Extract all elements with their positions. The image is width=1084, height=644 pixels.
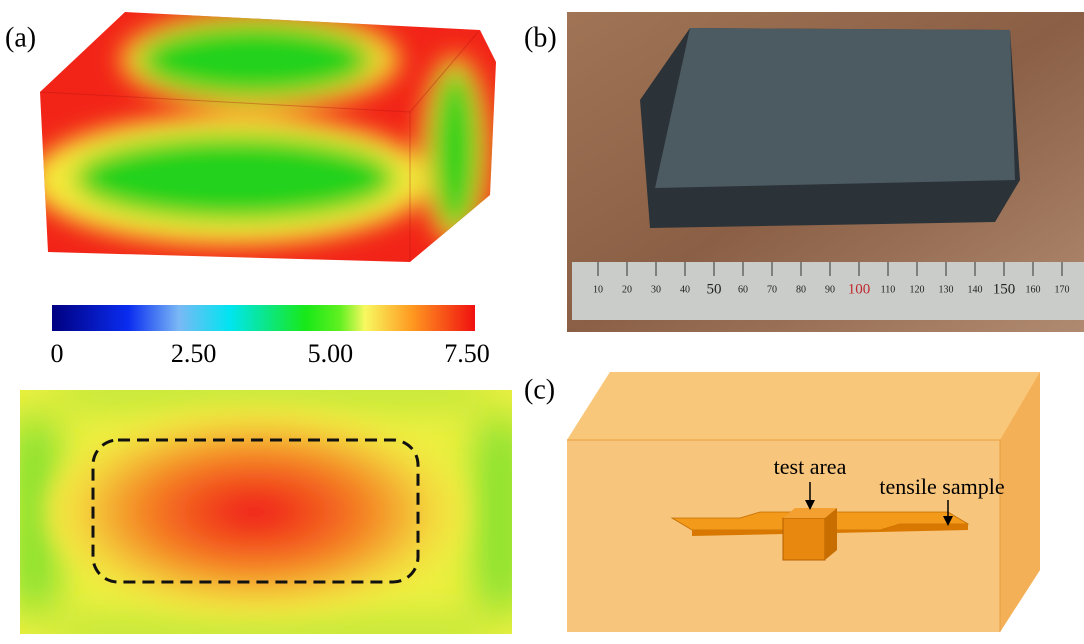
colorbar-tick-label: 5.00 xyxy=(308,339,354,368)
ruler-label: 50 xyxy=(707,281,722,297)
strain-block xyxy=(30,5,510,270)
annotation: test area xyxy=(774,454,847,479)
ruler-label: 90 xyxy=(825,284,835,295)
ruler-label: 20 xyxy=(622,284,632,295)
ruler-label: 170 xyxy=(1055,284,1070,295)
ruler-label: 60 xyxy=(738,284,748,295)
model-box xyxy=(567,372,1040,632)
ruler-label: 150 xyxy=(993,281,1016,297)
ruler-label: 80 xyxy=(796,284,806,295)
colorbar-tick-label: 0 xyxy=(51,339,64,368)
ruler-label: 140 xyxy=(968,284,983,295)
colorbar-tick-label: 7.50 xyxy=(444,339,490,368)
strain-map xyxy=(20,380,515,644)
ruler-label: 70 xyxy=(767,284,777,295)
ruler-label: 30 xyxy=(651,284,661,295)
panel-label: (b) xyxy=(524,22,557,53)
ruler-label: 160 xyxy=(1026,284,1041,295)
panel-label: (c) xyxy=(524,374,555,405)
figure: 10 20 30 40 50 60 70 80 90 100 110 120 130 140 150 160 1… xyxy=(0,0,1084,644)
ruler-label: 100 xyxy=(848,281,871,297)
photo: 10 20 30 40 50 60 70 80 90 100 110 120 130 140 150 160 1… xyxy=(567,12,1084,332)
ruler-label: 110 xyxy=(881,284,896,295)
ruler-label: 120 xyxy=(910,284,925,295)
ruler-label: 130 xyxy=(939,284,954,295)
annotation: tensile sample xyxy=(879,474,1004,499)
colorbar xyxy=(52,305,475,331)
ruler-label: 10 xyxy=(593,284,603,295)
colorbar-tick-label: 2.50 xyxy=(171,339,217,368)
panel-label: (a) xyxy=(5,22,36,53)
ruler-label: 40 xyxy=(680,284,690,295)
